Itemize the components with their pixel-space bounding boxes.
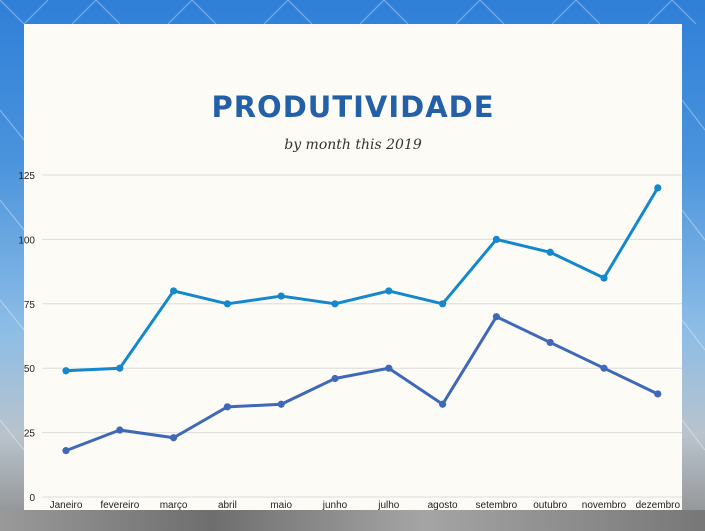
y-tick-label: 100 [18,235,35,246]
x-tick-label: junho [322,500,348,511]
y-tick-label: 75 [24,300,36,311]
series-2-point [62,447,70,455]
series-2-point [385,364,393,372]
series-2-point [546,338,554,347]
x-tick-label: setembro [476,500,518,511]
y-tick-label: 25 [24,429,36,440]
x-tick-label: dezembro [636,500,681,511]
y-tick-label: 0 [29,493,35,504]
series-1-point [277,292,285,300]
x-tick-label: outubro [533,500,567,511]
series-1-line [65,187,660,373]
y-tick-label: 125 [18,171,35,182]
series-2-point [331,374,339,383]
series-1-point [116,364,124,372]
x-tick-label: maio [270,500,292,511]
series-2-point [492,313,500,321]
y-tick-label: 50 [24,364,36,375]
series-1-point [331,300,339,308]
chart-subtitle: by month this 2019 [284,137,422,153]
background-building [0,510,705,531]
series-2-point [170,434,178,442]
series-2-line [65,315,659,453]
series-1-point [439,300,447,308]
series-1-point [223,300,231,308]
series-2-point [223,403,231,411]
series-2-point [654,390,662,398]
series-1-point [600,274,608,282]
x-tick-label: março [160,500,188,511]
series-1-point [654,184,662,192]
series-2-point [116,426,124,434]
x-tick-label: julho [377,500,400,511]
chart-card: PRODUTIVIDADE by month this 2019 [24,24,682,510]
chart-title: PRODUTIVIDADE [211,90,495,124]
series-1-point [492,235,500,243]
series-2-point [600,364,608,372]
x-tick-label: novembro [582,500,627,511]
series-1-point [546,248,554,256]
x-tick-label: fevereiro [100,500,139,511]
x-tick-label: Janeiro [50,500,83,511]
series-2-point [439,400,447,408]
series-1-point [385,287,393,295]
series-1-point [170,287,178,295]
x-tick-label: agosto [428,500,458,511]
x-tick-label: abril [218,500,237,511]
series-1-point [62,367,70,375]
series-2-point [277,400,285,408]
